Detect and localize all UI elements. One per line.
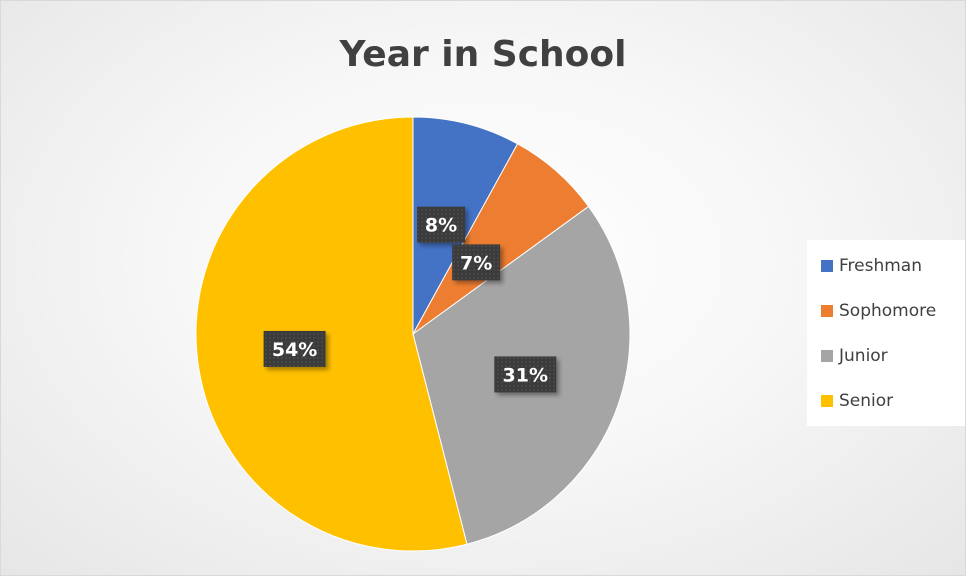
legend-label-sophomore: Sophomore [839, 301, 937, 321]
legend-item-sophomore: Sophomore [821, 299, 936, 323]
legend-item-freshman: Freshman [821, 254, 922, 278]
legend-label-junior: Junior [839, 346, 888, 366]
legend: Freshman Sophomore Junior Senior [807, 240, 965, 426]
legend-item-junior: Junior [821, 344, 888, 368]
svg-text:54%: 54% [272, 339, 317, 361]
legend-label-freshman: Freshman [839, 256, 922, 276]
svg-text:8%: 8% [425, 215, 457, 237]
pie-slice-freshman [412, 116, 519, 335]
svg-text:31%: 31% [503, 364, 548, 386]
data-label-sophomore: 7% [452, 244, 501, 281]
legend-label-senior: Senior [839, 391, 894, 411]
data-label-freshman: 8% [417, 206, 466, 243]
data-label-junior: 31% [494, 356, 557, 393]
svg-text:7%: 7% [460, 252, 492, 274]
legend-swatch-freshman [821, 260, 833, 272]
pie-slice-senior [195, 116, 468, 552]
legend-swatch-junior [821, 350, 833, 362]
data-label-senior: 54% [263, 330, 326, 367]
chart-title: Year in School [339, 34, 627, 75]
legend-swatch-senior [821, 395, 833, 407]
legend-swatch-sophomore [821, 305, 833, 317]
legend-item-senior: Senior [821, 389, 893, 413]
